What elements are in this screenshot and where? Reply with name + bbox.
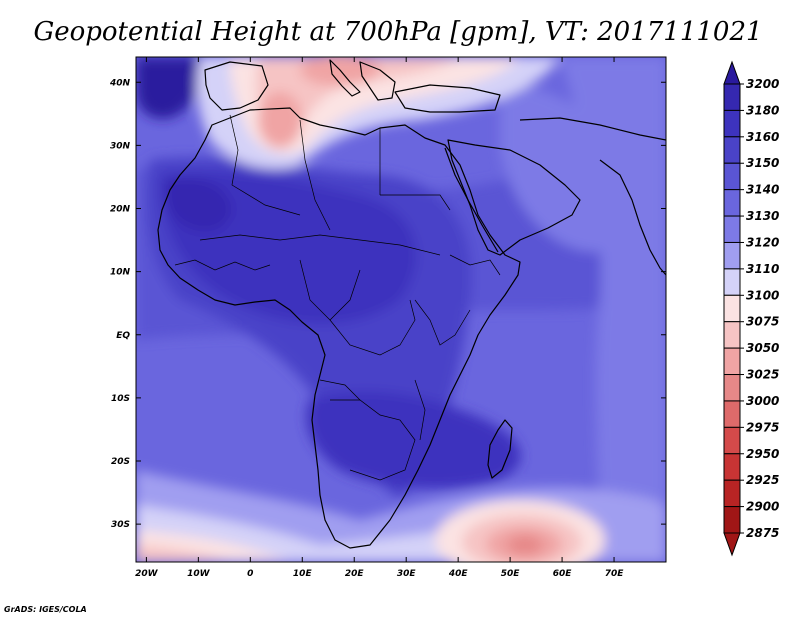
- lon-tick-label: 70E: [605, 569, 625, 579]
- lon-tick-label: 50E: [501, 569, 521, 579]
- colorbar-top-arrow: [723, 60, 741, 85]
- colorbar-label: 2925: [746, 473, 779, 487]
- colorbar-swatch: [723, 268, 741, 296]
- lon-tick-label: 60E: [553, 569, 573, 579]
- colorbar-label: 3075: [746, 315, 779, 329]
- lon-tick-label: 10W: [187, 569, 211, 579]
- italy: [329, 59, 361, 97]
- india-west-coast: [599, 159, 666, 276]
- lon-tick-label: 10E: [293, 569, 313, 579]
- border-mozambique: [414, 379, 426, 441]
- colorbar-label: 3180: [746, 103, 779, 117]
- colorbar-label: 2975: [746, 420, 779, 434]
- border-sahel: [199, 234, 441, 256]
- colorbar-swatch: [723, 400, 741, 428]
- lat-tick-label: 20S: [111, 457, 130, 467]
- grads-credit: GrADS: IGES/COLA: [4, 605, 87, 614]
- lon-tick-label: 0: [247, 569, 253, 579]
- latitude-ticks: 40N 30N 20N 10N EQ 10S 20S 30S: [109, 78, 666, 530]
- colorbar-label: 3160: [746, 130, 779, 144]
- field-cutoff-low-core: [507, 535, 543, 555]
- colorbar-swatch: [723, 479, 741, 508]
- lat-tick-label: 10S: [111, 394, 130, 404]
- lat-tick-label: EQ: [116, 331, 130, 341]
- border-southern-africa: [330, 399, 416, 481]
- lon-tick-label: 40E: [448, 569, 469, 579]
- lat-tick-label: 10N: [110, 268, 131, 278]
- border-maghreb: [229, 114, 301, 216]
- colorbar-swatch: [723, 321, 741, 349]
- turkey: [394, 84, 501, 113]
- longitude-ticks: 20W 10W 0 10E 20E 30E 40E 50E 60E 70E: [135, 57, 624, 579]
- colorbar-swatch: [723, 215, 741, 243]
- lat-tick-label: 30N: [110, 141, 131, 151]
- field-high-southern-africa: [306, 391, 521, 489]
- border-angola-namibia: [319, 379, 361, 401]
- border-algeria-libya: [299, 119, 331, 231]
- colorbar-swatch: [723, 189, 741, 217]
- colorbar-label: 3050: [746, 341, 779, 355]
- field-arabia-light: [500, 80, 642, 252]
- border-west-africa: [174, 259, 271, 271]
- border-east-africa: [414, 299, 471, 346]
- colorbar-swatch: [723, 453, 741, 481]
- colorbar-swatch: [723, 136, 741, 164]
- colorbar-label: 3150: [746, 156, 779, 170]
- colorbar-label: 3200: [746, 77, 779, 91]
- colorbar-label: 3140: [746, 183, 779, 197]
- colorbar-label: 3130: [746, 209, 779, 223]
- colorbar-label: 3000: [746, 394, 779, 408]
- lon-tick-label: 30E: [397, 569, 417, 579]
- colorbar-swatch: [723, 83, 741, 111]
- madagascar: [487, 419, 513, 479]
- lat-tick-label: 40N: [109, 78, 131, 88]
- colorbar-label: 3025: [746, 368, 779, 382]
- field-south-atlantic-trough-core: [136, 545, 230, 562]
- border-drc: [329, 299, 416, 356]
- colorbar-label: 2900: [746, 500, 779, 514]
- map-title: Geopotential Height at 700hPa [gpm], VT:…: [33, 17, 762, 47]
- border-horn: [449, 254, 501, 276]
- plot-frame: [135, 56, 667, 563]
- colorbar-bottom-arrow: [723, 532, 741, 557]
- lat-tick-label: 20N: [110, 205, 131, 215]
- africa-coastline: [157, 107, 521, 549]
- colorbar-label: 3100: [746, 288, 779, 302]
- colorbar-label: 2875: [746, 526, 779, 540]
- colorbar-swatch: [723, 374, 741, 402]
- colorbar-swatch: [723, 347, 741, 376]
- colorbar-swatch: [723, 294, 741, 323]
- balkans-greece: [359, 61, 396, 101]
- field-ridge-westsahara: [164, 177, 232, 232]
- red-sea-east-coast: [444, 147, 499, 253]
- country-borders: [174, 114, 501, 481]
- coastlines: [157, 59, 666, 549]
- lat-tick-label: 30S: [111, 520, 130, 530]
- colorbar-swatch: [723, 162, 741, 191]
- lon-tick-label: 20E: [345, 569, 365, 579]
- field-iberia-low: [258, 92, 302, 148]
- border-sudan: [380, 194, 451, 211]
- plot-area: [136, 57, 666, 562]
- iberia: [204, 61, 269, 111]
- field-high-northwest: [136, 57, 202, 119]
- colorbar-swatch: [723, 109, 741, 138]
- arabian-peninsula: [447, 139, 581, 256]
- colorbar: 3200 3180 3160 3150 3140 3130 3120 3110 3100 3075…: [723, 60, 779, 557]
- colorbar-swatch: [723, 426, 741, 455]
- colorbar-label: 2950: [746, 447, 779, 461]
- persian-gulf-iran: [519, 117, 666, 141]
- colorbar-label: 3110: [746, 262, 779, 276]
- lon-tick-label: 20W: [135, 569, 159, 579]
- height-field: [136, 57, 666, 562]
- colorbar-label: 3120: [746, 235, 779, 249]
- colorbar-swatch: [723, 241, 741, 270]
- colorbar-swatch: [723, 506, 741, 534]
